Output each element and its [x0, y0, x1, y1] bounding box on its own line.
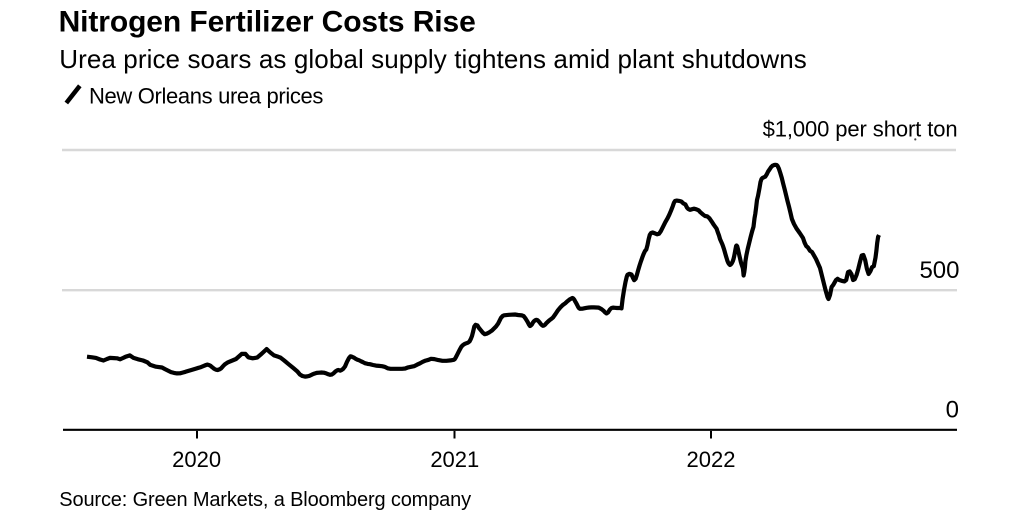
svg-text:0: 0	[946, 396, 959, 423]
svg-text:2021: 2021	[430, 447, 479, 472]
svg-text:$1,000 per short ton: $1,000 per short ton	[763, 117, 958, 142]
svg-text:Nitrogen Fertilizer Costs Rise: Nitrogen Fertilizer Costs Rise	[59, 6, 476, 39]
svg-text:2022: 2022	[687, 447, 736, 472]
svg-text:Urea price soars as global sup: Urea price soars as global supply tighte…	[59, 44, 807, 74]
svg-text:New Orleans urea prices: New Orleans urea prices	[89, 83, 323, 108]
svg-text:Source: Green Markets, a Bloom: Source: Green Markets, a Bloomberg compa…	[59, 489, 471, 511]
svg-text:500: 500	[919, 257, 959, 284]
svg-text:2020: 2020	[172, 447, 221, 472]
